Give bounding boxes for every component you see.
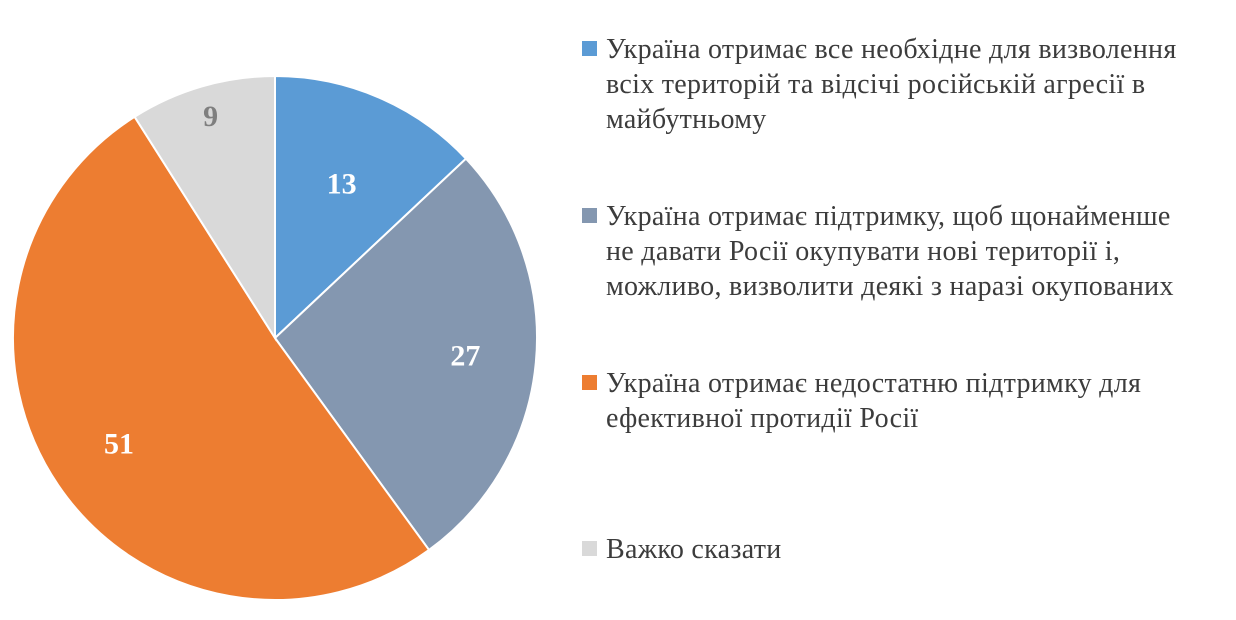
legend-label-full-liberation: Україна отримає все необхідне для визвол…	[606, 34, 1177, 135]
pie-chart: 13 27 51 9	[12, 74, 538, 601]
pie-slice-full-liberation	[274, 74, 468, 341]
data-label-hard-to-say: 9	[203, 100, 218, 133]
legend: Україна отримає все необхідне для визвол…	[582, 0, 1222, 620]
data-label-insufficient-support: 51	[104, 428, 134, 461]
legend-swatch-full-liberation	[582, 41, 597, 56]
legend-item-full-liberation: Україна отримає все необхідне для визвол…	[582, 32, 1202, 137]
legend-label-insufficient-support: Україна отримає недостатню підтримку для…	[606, 368, 1142, 434]
legend-label-hard-to-say: Важко сказати	[606, 534, 782, 565]
pie-slice-hard-to-say	[133, 74, 276, 342]
legend-item-partial-support: Україна отримає підтримку, щоб щонайменш…	[582, 199, 1202, 304]
data-label-full-liberation: 13	[327, 168, 357, 201]
legend-item-insufficient-support: Україна отримає недостатню підтримку для…	[582, 366, 1202, 436]
legend-swatch-partial-support	[582, 208, 597, 223]
legend-label-partial-support: Україна отримає підтримку, щоб щонайменш…	[606, 201, 1174, 302]
data-label-partial-support: 27	[450, 339, 480, 372]
pie-slice-insufficient-support	[12, 115, 431, 601]
pie-slice-partial-support	[273, 157, 538, 552]
legend-swatch-hard-to-say	[582, 541, 597, 556]
legend-swatch-insufficient-support	[582, 375, 597, 390]
legend-item-hard-to-say: Важко сказати	[582, 532, 1202, 567]
